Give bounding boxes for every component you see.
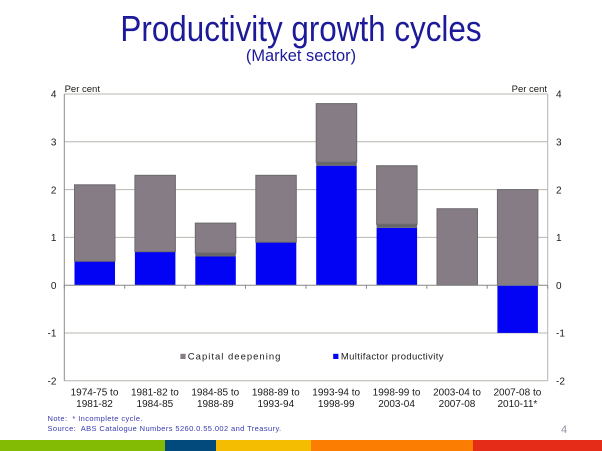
svg-text:1993-94 to: 1993-94 to	[312, 387, 360, 398]
svg-text:4: 4	[556, 90, 562, 101]
svg-text:1984-85 to: 1984-85 to	[191, 387, 239, 398]
svg-text:Capital deepening: Capital deepening	[188, 351, 282, 362]
svg-text:-2: -2	[556, 377, 565, 388]
svg-text:1988-89 to: 1988-89 to	[252, 387, 300, 398]
svg-text:1974-75 to: 1974-75 to	[71, 387, 119, 398]
svg-text:1998-99: 1998-99	[318, 399, 355, 410]
svg-text:2010-11*: 2010-11*	[497, 399, 537, 410]
svg-text:1: 1	[51, 233, 57, 244]
svg-text:Per cent: Per cent	[512, 84, 548, 95]
svg-text:1988-89: 1988-89	[197, 399, 234, 410]
svg-text:1998-99 to: 1998-99 to	[373, 387, 421, 398]
svg-text:3: 3	[51, 138, 57, 149]
svg-text:2007-08 to: 2007-08 to	[493, 387, 541, 398]
svg-text:2007-08: 2007-08	[439, 399, 476, 410]
svg-text:0: 0	[51, 281, 57, 292]
svg-text:-1: -1	[556, 329, 565, 340]
svg-text:1981-82 to: 1981-82 to	[131, 387, 179, 398]
svg-text:2: 2	[51, 185, 57, 196]
svg-text:1993-94: 1993-94	[257, 399, 294, 410]
svg-text:1984-85: 1984-85	[137, 399, 174, 410]
svg-text:Multifactor productivity: Multifactor productivity	[341, 351, 444, 362]
svg-text:3: 3	[556, 138, 562, 149]
svg-text:Per cent: Per cent	[65, 84, 101, 95]
svg-text:-2: -2	[47, 377, 56, 388]
svg-text:2: 2	[556, 185, 562, 196]
svg-text:2003-04: 2003-04	[378, 399, 415, 410]
svg-text:-1: -1	[47, 329, 56, 340]
svg-text:1981-82: 1981-82	[76, 399, 113, 410]
svg-text:2003-04 to: 2003-04 to	[433, 387, 481, 398]
svg-text:1: 1	[556, 233, 562, 244]
svg-text:0: 0	[556, 281, 562, 292]
svg-text:4: 4	[51, 90, 57, 101]
